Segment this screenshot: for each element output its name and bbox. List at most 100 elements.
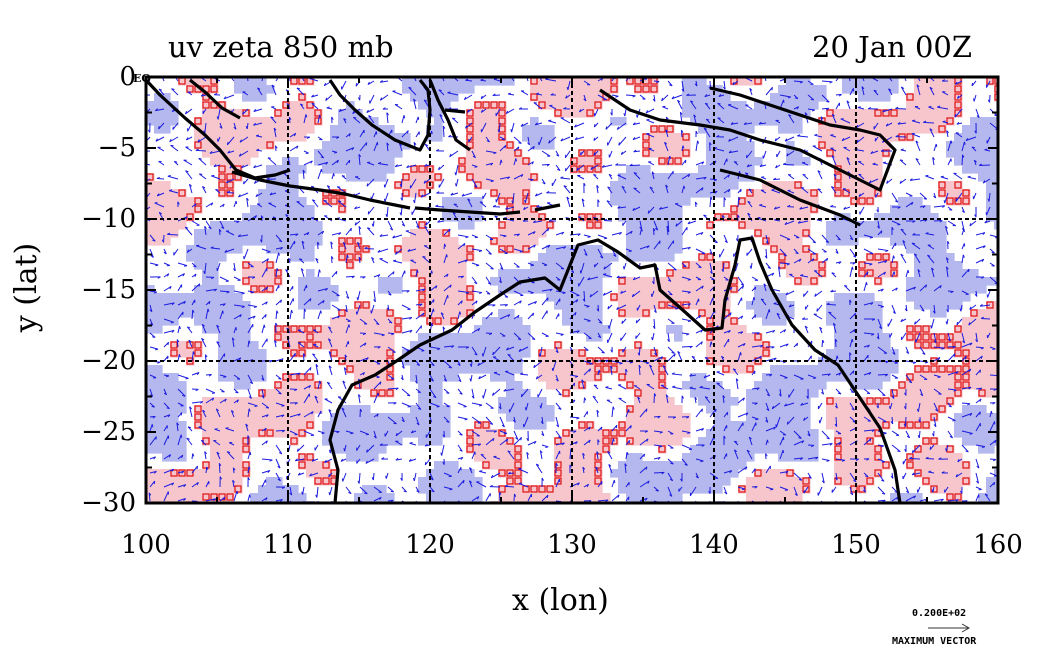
positive-vorticity-cell xyxy=(146,493,155,502)
wind-vector-head xyxy=(222,203,225,208)
negative-vorticity-cell xyxy=(146,389,155,398)
negative-vorticity-cell xyxy=(410,405,419,414)
positive-vorticity-cell xyxy=(162,189,171,198)
positive-vorticity-cell xyxy=(850,397,859,406)
negative-vorticity-cell xyxy=(250,365,259,374)
positive-vorticity-cell xyxy=(538,85,547,94)
positive-vorticity-cell xyxy=(250,413,259,422)
negative-vorticity-cell xyxy=(986,205,995,214)
positive-vorticity-cell xyxy=(250,397,259,406)
negative-vorticity-cell xyxy=(666,461,675,470)
wind-vector xyxy=(225,427,235,432)
positive-vorticity-cell xyxy=(938,397,947,406)
negative-vorticity-cell xyxy=(810,381,819,390)
negative-vorticity-cell xyxy=(186,293,195,302)
positive-vorticity-cell xyxy=(746,477,755,486)
wind-vector-head xyxy=(301,491,304,495)
positive-vorticity-cell xyxy=(834,397,843,406)
negative-vorticity-cell xyxy=(602,253,611,262)
positive-vorticity-cell xyxy=(442,293,451,302)
positive-vorticity-cell xyxy=(282,381,291,390)
positive-vorticity-cell xyxy=(498,485,507,494)
positive-vorticity-cell xyxy=(842,437,851,446)
positive-vorticity-cell xyxy=(450,245,459,254)
positive-vorticity-cell xyxy=(354,317,363,326)
positive-vorticity-cell xyxy=(954,101,963,110)
negative-vorticity-cell xyxy=(346,109,355,118)
negative-vorticity-cell xyxy=(442,429,451,438)
negative-vorticity-cell xyxy=(858,221,867,230)
wind-vector-head xyxy=(285,269,289,272)
wind-vector-head xyxy=(255,134,260,137)
positive-vorticity-cell xyxy=(530,173,539,182)
negative-vorticity-cell xyxy=(906,221,915,230)
positive-vorticity-cell xyxy=(698,261,707,270)
negative-vorticity-cell xyxy=(226,221,235,230)
negative-vorticity-cell xyxy=(154,301,163,310)
positive-vorticity-cell xyxy=(874,429,883,438)
positive-vorticity-cell xyxy=(674,421,683,430)
positive-vorticity-cell xyxy=(978,341,987,350)
wind-vector-head xyxy=(158,125,160,130)
negative-vorticity-cell xyxy=(738,453,747,462)
vorticity-contour-segment xyxy=(938,333,946,341)
negative-vorticity-cell xyxy=(930,229,939,238)
wind-vector-head xyxy=(367,81,370,85)
wind-vector xyxy=(329,486,333,496)
positive-vorticity-cell xyxy=(874,173,883,182)
negative-vorticity-cell xyxy=(434,357,443,366)
negative-vorticity-cell xyxy=(674,333,683,342)
negative-vorticity-cell xyxy=(634,253,643,262)
negative-vorticity-cell xyxy=(498,357,507,366)
wind-vector-head xyxy=(321,230,325,235)
positive-vorticity-cell xyxy=(706,269,715,278)
wind-vector-head xyxy=(242,111,244,115)
negative-vorticity-cell xyxy=(866,293,875,302)
positive-vorticity-cell xyxy=(882,117,891,126)
vorticity-contour-segment xyxy=(730,205,738,213)
vorticity-contour-segment xyxy=(322,197,330,205)
negative-vorticity-cell xyxy=(730,173,739,182)
positive-vorticity-cell xyxy=(266,285,275,294)
wind-vector-head xyxy=(394,164,398,168)
negative-vorticity-cell xyxy=(594,269,603,278)
positive-vorticity-cell xyxy=(682,429,691,438)
positive-vorticity-cell xyxy=(330,197,339,206)
positive-vorticity-cell xyxy=(226,173,235,182)
wind-vector xyxy=(198,173,207,180)
negative-vorticity-cell xyxy=(170,437,179,446)
wind-vector xyxy=(311,103,319,110)
negative-vorticity-cell xyxy=(290,229,299,238)
negative-vorticity-cell xyxy=(322,421,331,430)
vorticity-contour-segment xyxy=(930,485,938,493)
negative-vorticity-cell xyxy=(370,445,379,454)
positive-vorticity-cell xyxy=(914,101,923,110)
positive-vorticity-cell xyxy=(834,453,843,462)
negative-vorticity-cell xyxy=(362,445,371,454)
negative-vorticity-cell xyxy=(194,245,203,254)
wind-vector xyxy=(317,310,322,320)
vorticity-contour-segment xyxy=(378,389,386,397)
negative-vorticity-cell xyxy=(770,293,779,302)
positive-vorticity-cell xyxy=(634,85,643,94)
positive-vorticity-cell xyxy=(594,157,603,166)
positive-vorticity-cell xyxy=(970,349,979,358)
positive-vorticity-cell xyxy=(458,293,467,302)
positive-vorticity-cell xyxy=(850,461,859,470)
positive-vorticity-cell xyxy=(610,429,619,438)
negative-vorticity-cell xyxy=(466,341,475,350)
positive-vorticity-cell xyxy=(514,229,523,238)
positive-vorticity-cell xyxy=(506,165,515,174)
vorticity-contour-segment xyxy=(218,165,226,173)
vorticity-contour-segment xyxy=(458,157,466,165)
positive-vorticity-cell xyxy=(682,421,691,430)
positive-vorticity-cell xyxy=(290,101,299,110)
wind-vector-head xyxy=(153,291,158,294)
negative-vorticity-cell xyxy=(818,357,827,366)
negative-vorticity-cell xyxy=(874,229,883,238)
positive-vorticity-cell xyxy=(938,445,947,454)
positive-vorticity-cell xyxy=(938,93,947,102)
positive-vorticity-cell xyxy=(266,277,275,286)
vorticity-contour-segment xyxy=(642,309,650,317)
vorticity-contour-segment xyxy=(594,221,602,229)
